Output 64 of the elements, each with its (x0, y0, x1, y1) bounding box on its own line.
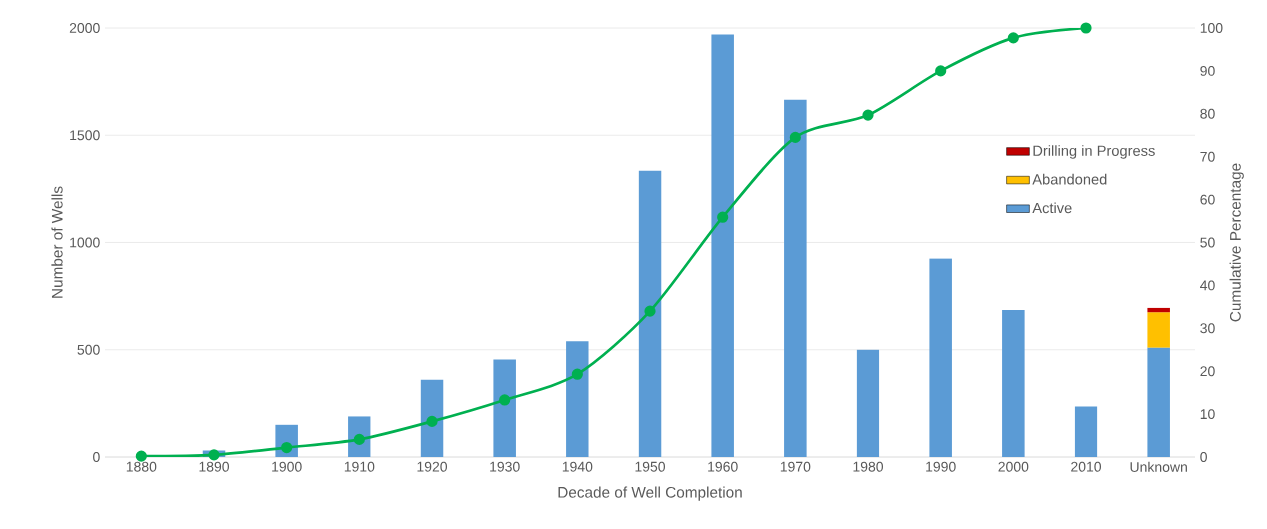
x-axis-title: Decade of Well Completion (558, 486, 742, 501)
bar (1074, 406, 1098, 457)
point (1080, 22, 1092, 34)
x-tick-label: 1930 (490, 461, 520, 472)
legend-label: Abandoned (1032, 173, 1107, 185)
bar (1002, 310, 1025, 457)
bar (420, 379, 444, 457)
point (135, 450, 147, 462)
y2-tick-label: 40 (1200, 280, 1215, 291)
bar (929, 258, 952, 457)
legend-label: Drilling in Progress (1033, 145, 1155, 159)
x-tick-label: 1900 (272, 461, 302, 472)
bar (784, 99, 807, 457)
point (935, 65, 947, 77)
y2-tick-label: 10 (1200, 409, 1215, 420)
point (789, 131, 801, 143)
y2-axis-title: Cumulative Percentage (1229, 163, 1244, 322)
point (353, 433, 365, 446)
point (281, 441, 293, 454)
x-tick-label: 1970 (780, 461, 811, 472)
x-tick-label: 1910 (344, 461, 375, 472)
point (499, 394, 511, 406)
x-tick-label: 1940 (562, 461, 593, 472)
y2-tick-label: 100 (1200, 23, 1223, 33)
y-tick-label: 1000 (70, 237, 100, 248)
point (644, 305, 656, 317)
bar (638, 170, 662, 457)
x-tick-label: 1960 (708, 461, 738, 472)
legend-label: Active (1032, 202, 1072, 214)
y-tick-label: 0 (93, 452, 100, 462)
y2-tick-label: 30 (1200, 323, 1215, 334)
y2-tick-label: 60 (1200, 194, 1215, 205)
point (571, 368, 583, 380)
x-tick-label: 1890 (199, 461, 230, 472)
y-tick-label: 500 (77, 344, 100, 355)
y2-tick-label: 80 (1200, 108, 1215, 119)
y2-tick-label: 50 (1200, 237, 1215, 248)
bar (1147, 347, 1170, 457)
x-tick-label: 1950 (635, 461, 666, 472)
y-tick-label: 2000 (69, 23, 100, 33)
y-tick-label: 1500 (70, 130, 100, 141)
point (1007, 32, 1019, 44)
x-tick-label: 1920 (417, 461, 448, 472)
y-axis-title: Number of Wells (51, 186, 63, 298)
x-tick-label: Unknown (1130, 461, 1187, 472)
y2-tick-label: 90 (1200, 65, 1215, 76)
bar (1147, 307, 1170, 313)
point (862, 109, 874, 121)
point (426, 415, 438, 427)
x-tick-label: 1990 (926, 461, 956, 472)
bar (1147, 312, 1170, 348)
y2-tick-label: 0 (1200, 452, 1207, 462)
bar (711, 34, 734, 457)
bar (856, 349, 880, 457)
x-tick-label: 1880 (126, 461, 157, 472)
bar (493, 359, 516, 457)
y2-tick-label: 20 (1200, 366, 1215, 377)
point (208, 449, 220, 461)
x-tick-label: 2010 (1071, 461, 1102, 472)
point (717, 211, 729, 223)
y2-tick-label: 70 (1200, 151, 1215, 162)
bar (566, 341, 589, 457)
x-tick-label: 2000 (998, 461, 1029, 472)
x-tick-label: 1980 (853, 461, 884, 472)
